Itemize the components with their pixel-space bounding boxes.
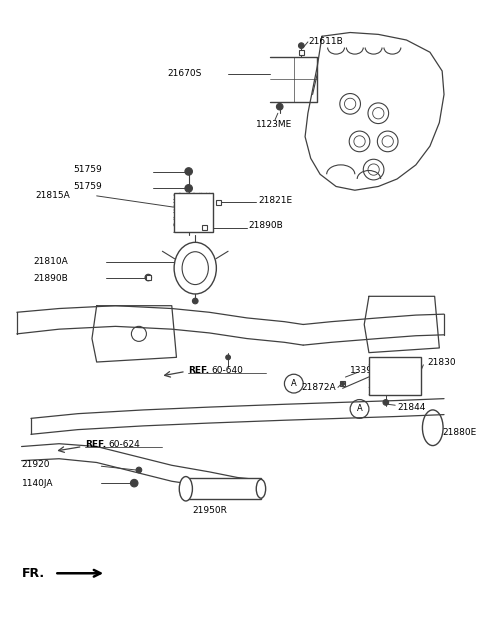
Text: 1123ME: 1123ME xyxy=(256,120,292,129)
Circle shape xyxy=(285,374,303,393)
Text: REF.: REF. xyxy=(188,366,209,375)
Text: 51759: 51759 xyxy=(73,182,102,191)
Bar xyxy=(299,50,304,54)
Bar xyxy=(202,225,207,230)
Circle shape xyxy=(136,467,142,473)
Bar xyxy=(146,275,151,280)
Circle shape xyxy=(383,399,389,405)
Text: 21890B: 21890B xyxy=(34,274,69,283)
Text: 1140JA: 1140JA xyxy=(22,479,53,487)
Circle shape xyxy=(276,103,283,110)
Ellipse shape xyxy=(174,242,216,294)
Text: REF.: REF. xyxy=(85,440,107,449)
Circle shape xyxy=(192,298,198,304)
Bar xyxy=(174,193,213,232)
Ellipse shape xyxy=(179,477,192,501)
Text: 21872A: 21872A xyxy=(301,383,336,392)
Circle shape xyxy=(131,479,138,487)
Text: 21890B: 21890B xyxy=(249,222,284,230)
Text: 21880E: 21880E xyxy=(442,428,476,437)
Text: 21950R: 21950R xyxy=(192,506,227,515)
Ellipse shape xyxy=(422,410,443,446)
Text: 21810A: 21810A xyxy=(34,257,69,266)
Text: 21670S: 21670S xyxy=(167,70,202,78)
Ellipse shape xyxy=(256,479,265,498)
Text: 21830: 21830 xyxy=(427,358,456,367)
Bar xyxy=(216,200,221,205)
Bar xyxy=(340,381,346,386)
Text: 60-624: 60-624 xyxy=(109,440,141,449)
Circle shape xyxy=(185,185,192,192)
Text: 21844: 21844 xyxy=(397,403,425,411)
Bar xyxy=(369,358,420,395)
Circle shape xyxy=(350,399,369,418)
Circle shape xyxy=(299,43,304,49)
Circle shape xyxy=(132,327,146,341)
Text: A: A xyxy=(357,404,362,413)
Text: FR.: FR. xyxy=(22,567,45,580)
Text: 21920: 21920 xyxy=(22,460,50,469)
Text: 60-640: 60-640 xyxy=(211,366,243,375)
Ellipse shape xyxy=(182,252,208,285)
Circle shape xyxy=(145,274,152,281)
Text: A: A xyxy=(291,379,297,388)
Circle shape xyxy=(341,382,345,385)
Bar xyxy=(186,479,261,499)
Circle shape xyxy=(226,355,230,360)
Text: 1339GC: 1339GC xyxy=(350,366,386,375)
Text: 21815A: 21815A xyxy=(36,191,71,201)
Text: 21821E: 21821E xyxy=(258,196,292,205)
Circle shape xyxy=(185,168,192,175)
Text: 21611B: 21611B xyxy=(308,37,343,46)
Text: 51759: 51759 xyxy=(73,165,102,174)
